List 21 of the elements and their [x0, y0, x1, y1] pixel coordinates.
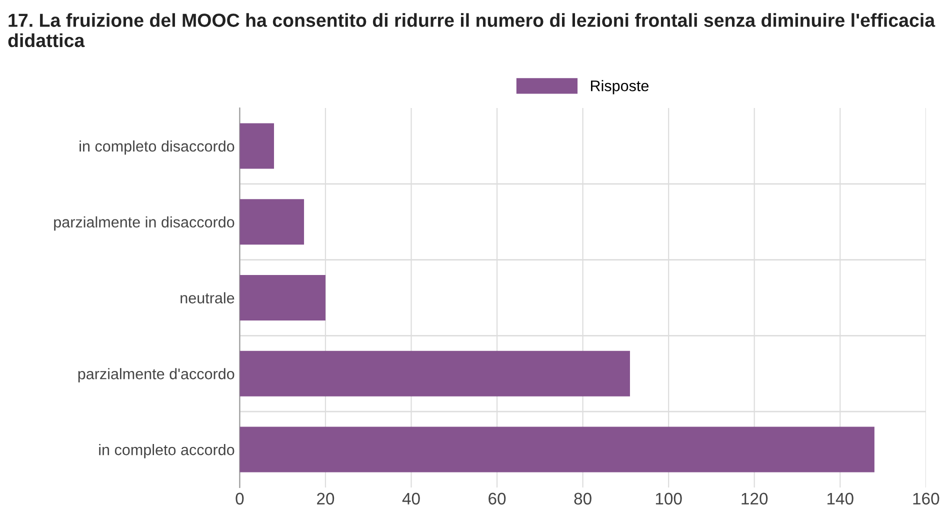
x-tick-label: 140 — [827, 492, 854, 505]
legend-label: Risposte — [591, 80, 649, 94]
x-tick-label: 120 — [742, 492, 768, 505]
bar — [240, 426, 874, 472]
bar — [240, 350, 630, 396]
x-tick-label: 40 — [402, 492, 420, 505]
bar — [240, 274, 326, 321]
x-tick-label: 0 — [236, 492, 244, 505]
y-tick-label: in completo disaccordo — [80, 140, 234, 155]
x-tick-label: 100 — [656, 492, 682, 505]
x-tick-label: 160 — [913, 492, 940, 505]
y-tick-label: parzialmente d'accordo — [78, 368, 234, 382]
bar — [240, 199, 304, 245]
x-tick-label: 20 — [317, 492, 334, 505]
chart-title: 17. La fruizione del MOOC ha consentito di ridurre il numero di lezioni frontali senza diminuire l'efficacia didattica — [8, 13, 936, 48]
x-tick-label: 80 — [574, 492, 592, 505]
bar — [240, 123, 274, 169]
y-tick-label: neutrale — [180, 292, 234, 304]
y-tick-label: parzialmente in disaccordo — [54, 216, 234, 231]
x-tick-label: 60 — [488, 492, 506, 505]
y-tick-label: in completo accordo — [99, 444, 234, 458]
